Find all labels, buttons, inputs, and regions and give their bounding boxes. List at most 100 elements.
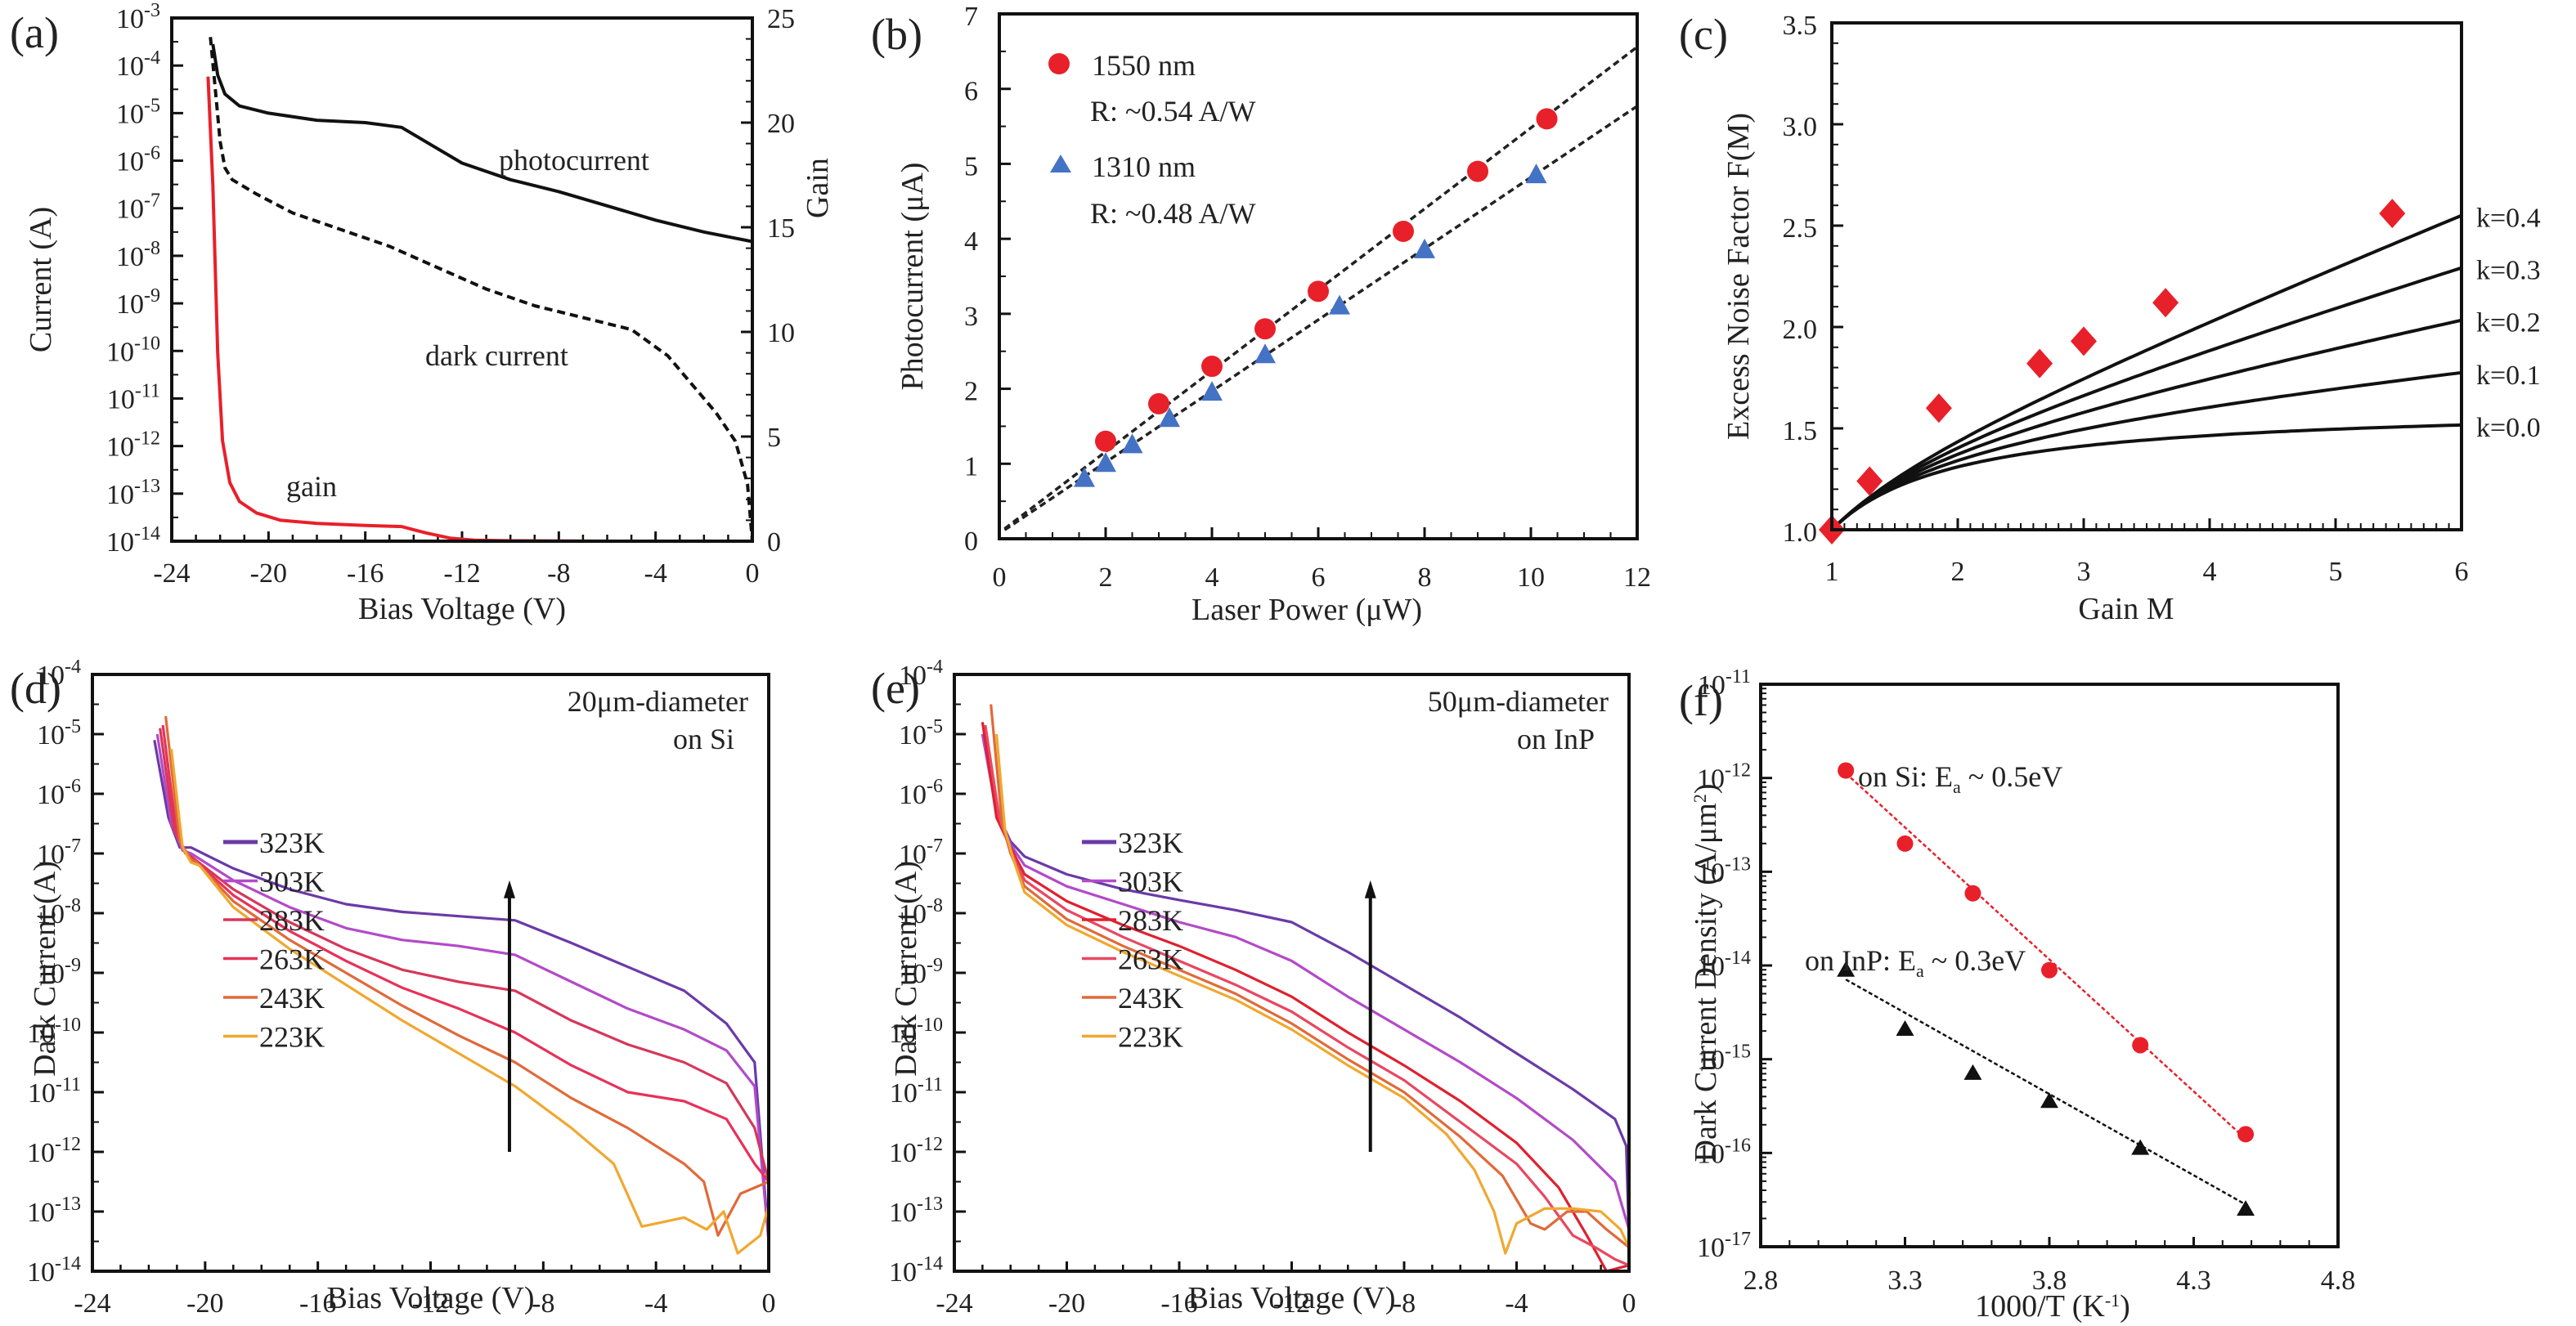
legend-label-1550: 1550 nm (1092, 49, 1196, 82)
y-tick-label: 10-5 (899, 716, 943, 750)
y-tick-label: 10-5 (116, 95, 160, 129)
y-tick-label: 10-14 (889, 1253, 943, 1288)
panel-label-b: (b) (871, 10, 922, 59)
y-axis-title: Dark Current (A) (889, 861, 923, 1077)
trend-arrow-head (1364, 880, 1376, 898)
data-point-on-InP (1896, 1019, 1914, 1036)
y-axis-title: Current (A) (24, 207, 58, 352)
x-tick-label: -24 (74, 1288, 110, 1319)
x-tick-label: -12 (1273, 1288, 1310, 1319)
x-tick-label: 8 (1418, 562, 1432, 593)
y-tick-label: 10-4 (116, 47, 160, 82)
x-tick-label: -12 (412, 1288, 449, 1319)
x-tick-label: -16 (347, 558, 384, 589)
x-tick-label: -4 (1505, 1288, 1528, 1319)
data-point-1550-nm (1095, 430, 1116, 452)
data-point-1310-nm (1254, 343, 1276, 364)
x-axis-title: Laser Power (μW) (1192, 593, 1422, 627)
series-line-263K (161, 724, 770, 1183)
panel-label-f: (f) (1679, 676, 1723, 725)
data-point-on-Si (1896, 835, 1914, 852)
data-point-on-InP (2040, 1092, 2058, 1109)
series-line-283K (159, 728, 770, 1182)
y-axis-title: Dark Current (A) (28, 861, 62, 1077)
y-tick-label: 10-14 (27, 1253, 81, 1288)
panel-label-c: (c) (1679, 10, 1728, 59)
y-tick-label: 10-9 (116, 285, 160, 320)
data-point-on-InP (2237, 1200, 2255, 1216)
curve-label-k=0.2: k=0.2 (2476, 308, 2541, 338)
panel-e: (e)10-4 10-5 10-6 10-7 10-8 10-9 10-10 10-11 10-… (871, 656, 1636, 1319)
y-tick-label: 10-10 (889, 1015, 943, 1049)
annotation-substrate: on Si (673, 723, 734, 755)
y-tick-label: 10-7 (37, 835, 81, 870)
legend-sublabel-1310: R: ~0.48 A/W (1090, 197, 1256, 230)
legend-marker-1550 (1048, 53, 1070, 74)
series-line-243K (990, 704, 1630, 1249)
x-tick-label: 4 (1205, 562, 1219, 593)
panel-a: (a) 25 20 15 10 5 0 10-3 10-4 10-5 10-6 10-7 10-8 10-… (10, 0, 835, 626)
y-tick-label: 5 (964, 151, 978, 181)
data-point-1550-nm (1148, 392, 1169, 414)
panel-label-d: (d) (10, 664, 61, 713)
x-tick-label: 3.3 (1887, 1266, 1923, 1296)
x-tick-label: 0 (993, 562, 1007, 593)
y-tick-label: 3.0 (1783, 112, 1818, 142)
plot-frame (91, 673, 770, 1273)
data-point-on-InP (1963, 1064, 1982, 1080)
legend-marker-1310 (1050, 155, 1071, 172)
x-tick-label: -8 (547, 558, 570, 589)
y-tick-label: 10-8 (116, 238, 160, 272)
y2-tick-label: 20 (767, 109, 795, 139)
data-point-1310-nm (1159, 407, 1180, 428)
y-axis-title: Dark Current Density (A/μm2) (1689, 784, 1723, 1162)
y2-tick-label: 5 (767, 423, 781, 453)
data-point-1310-nm (1074, 467, 1095, 487)
y-tick-label: 4 (964, 226, 978, 257)
x-tick-label: 0 (746, 558, 760, 589)
y-tick-label: 10-13 (27, 1194, 81, 1228)
data-point-1550-nm (1393, 220, 1414, 242)
y2-tick-label: 10 (767, 318, 795, 348)
x-tick-label: -8 (1393, 1288, 1416, 1319)
series-line-283K (981, 722, 1630, 1273)
x-tick-label: 0 (1622, 1288, 1636, 1319)
legend-label-243K: 243K (259, 982, 325, 1015)
y-tick-label: 1 (964, 451, 978, 482)
y-tick-label: 10-14 (1697, 947, 1751, 982)
y2-tick-label: 25 (767, 4, 795, 34)
series-line-dark-current (209, 37, 754, 542)
series-label-dark-current: dark current (425, 339, 568, 372)
data-point-1310-nm (1095, 452, 1116, 473)
y-tick-label: 10-17 (1697, 1229, 1751, 1263)
plot-frame (1759, 683, 2340, 1248)
x-tick-label: -8 (532, 1288, 554, 1319)
series-line-323K (153, 740, 770, 1242)
y-tick-label: 2.5 (1783, 213, 1818, 244)
x-axis-title: 1000/T (K-1) (1975, 1289, 2130, 1324)
plot-frame (1830, 21, 2463, 531)
x-tick-label: -20 (250, 558, 287, 589)
y-tick-label: 10-4 (37, 656, 81, 691)
legend-label-263K: 263K (259, 943, 325, 976)
x-axis-title: Gain M (2078, 592, 2174, 626)
y-tick-label: 6 (964, 77, 978, 107)
series-line-223K (169, 749, 770, 1255)
y2-axis-title: Gain (801, 158, 835, 218)
y-tick-label: 10-12 (889, 1134, 943, 1168)
x-tick-label: -12 (443, 558, 480, 589)
panel-c: (c) 1.0 1.5 2.0 2.5 3.0 3.5 1 2 3 4 5 6 k=0.4 k=0.3 k=0… (1679, 10, 2541, 626)
data-point-measured (2026, 348, 2053, 379)
curve-k=0.2 (1830, 318, 2462, 531)
y-tick-label: 0 (964, 526, 978, 557)
x-tick-label: 10 (1517, 562, 1545, 593)
series-line-223K (995, 733, 1631, 1255)
y-tick-label: 10-9 (37, 955, 81, 989)
x-tick-label: 3 (2077, 557, 2091, 587)
curve-k=0.0 (1830, 423, 2462, 531)
y-tick-label: 10-13 (889, 1194, 943, 1228)
series-label-photocurrent: photocurrent (499, 144, 649, 177)
series-line-243K (164, 715, 770, 1237)
